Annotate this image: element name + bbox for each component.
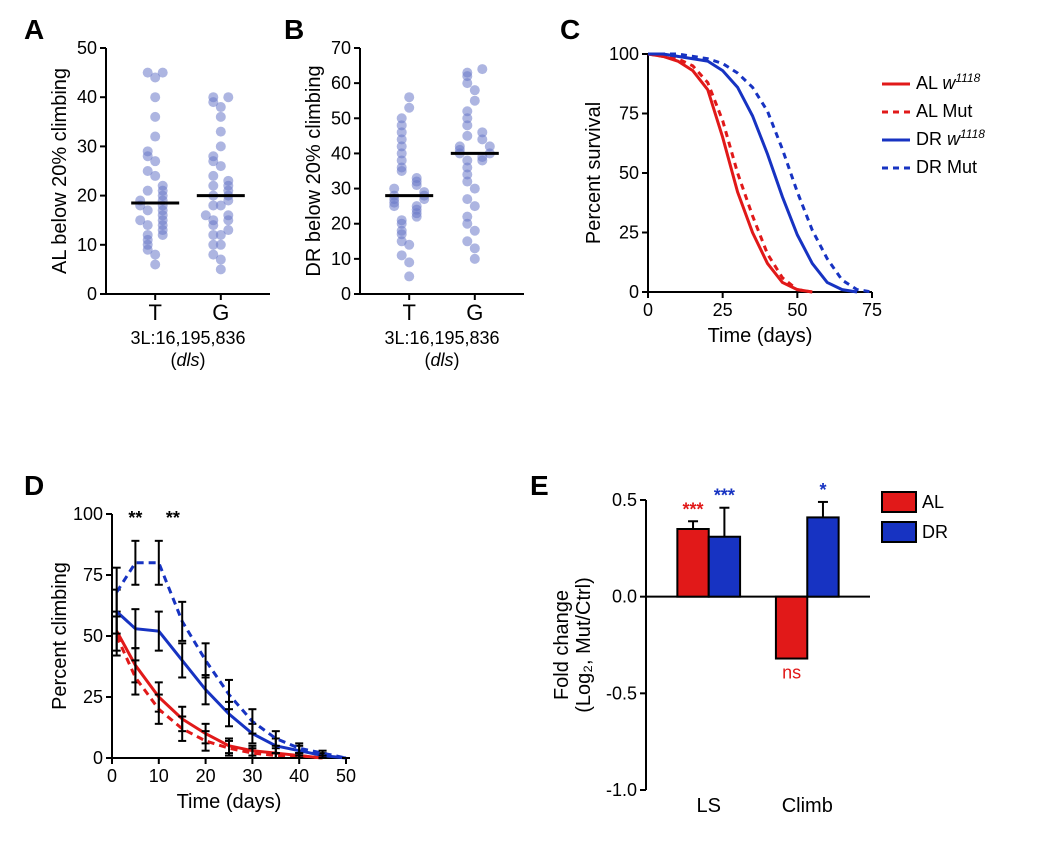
chart-panel-D: 0 25 50 75 100 0 10 20 30 40 50 Percent climbing Tim… — [48, 500, 358, 820]
chart-panel-B: 0 10 20 30 40 50 60 70 DR below 20% climbing T G 3L… — [304, 40, 534, 380]
svg-text:0: 0 — [629, 282, 639, 302]
svg-text:DR below 20% climbing: DR below 20% climbing — [303, 65, 325, 276]
svg-text:40: 40 — [77, 87, 97, 107]
svg-text:AL w1118: AL w1118 — [916, 71, 981, 93]
chart-svg-C: 0 25 50 75 100 0 25 50 75 Percent survival Time (d… — [582, 40, 1022, 350]
svg-text:30: 30 — [242, 766, 262, 786]
svg-text:75: 75 — [619, 104, 639, 124]
svg-text:0.5: 0.5 — [612, 490, 637, 510]
panel-label-E: E — [530, 470, 549, 502]
svg-text:T: T — [148, 300, 161, 325]
svg-text:AL below 20% climbing: AL below 20% climbing — [49, 68, 71, 274]
svg-text:***: *** — [714, 486, 735, 506]
svg-text:3L:16,195,836: 3L:16,195,836 — [384, 328, 499, 348]
svg-text:ns: ns — [782, 663, 801, 683]
svg-text:LS: LS — [696, 795, 720, 817]
chart-svg-A: 0 10 20 30 40 50 AL below 20% climbing T G 3L:16,… — [50, 40, 280, 380]
svg-text:75: 75 — [862, 300, 882, 320]
panel-label-D: D — [24, 470, 44, 502]
svg-text:DR w1118: DR w1118 — [916, 127, 985, 149]
svg-text:50: 50 — [83, 626, 103, 646]
panel-label-B: B — [284, 14, 304, 46]
svg-text:0: 0 — [93, 748, 103, 768]
chart-svg-D: 0 25 50 75 100 0 10 20 30 40 50 Percent climbing Tim… — [48, 500, 358, 820]
svg-text:70: 70 — [331, 38, 351, 58]
svg-text:100: 100 — [609, 44, 639, 64]
svg-text:**: ** — [166, 508, 180, 528]
svg-text:20: 20 — [196, 766, 216, 786]
svg-text:T: T — [402, 300, 415, 325]
svg-text:0: 0 — [643, 300, 653, 320]
svg-text:0.0: 0.0 — [612, 587, 637, 607]
svg-text:60: 60 — [331, 73, 351, 93]
chart-svg-E: -1.0 -0.5 0.0 0.5 Fold change(Log₂, Mut/Ctrl… — [550, 480, 990, 820]
svg-text:50: 50 — [77, 38, 97, 58]
svg-text:40: 40 — [331, 143, 351, 163]
svg-text:(dls): (dls) — [170, 350, 205, 370]
svg-text:-1.0: -1.0 — [606, 780, 637, 800]
svg-text:Time (days): Time (days) — [177, 791, 282, 813]
svg-text:(dls): (dls) — [424, 350, 459, 370]
svg-text:10: 10 — [331, 249, 351, 269]
svg-text:10: 10 — [149, 766, 169, 786]
svg-text:0: 0 — [87, 284, 97, 304]
svg-text:30: 30 — [331, 179, 351, 199]
svg-text:-0.5: -0.5 — [606, 683, 637, 703]
svg-text:20: 20 — [77, 186, 97, 206]
panel-label-C: C — [560, 14, 580, 46]
svg-text:***: *** — [683, 499, 704, 519]
svg-text:25: 25 — [713, 300, 733, 320]
svg-text:40: 40 — [289, 766, 309, 786]
svg-text:Climb: Climb — [782, 795, 833, 817]
chart-panel-A: 0 10 20 30 40 50 AL below 20% climbing T G 3L:16,… — [50, 40, 280, 380]
svg-text:25: 25 — [83, 687, 103, 707]
svg-text:50: 50 — [336, 766, 356, 786]
chart-svg-B: 0 10 20 30 40 50 60 70 DR below 20% climbing T G 3L… — [304, 40, 534, 380]
svg-text:AL: AL — [922, 492, 944, 512]
svg-text:AL Mut: AL Mut — [916, 101, 972, 121]
svg-text:50: 50 — [619, 163, 639, 183]
svg-text:30: 30 — [77, 136, 97, 156]
svg-text:G: G — [466, 300, 483, 325]
svg-text:Percent climbing: Percent climbing — [49, 562, 71, 710]
svg-text:100: 100 — [73, 504, 103, 524]
svg-text:Time (days): Time (days) — [708, 325, 813, 347]
svg-text:20: 20 — [331, 214, 351, 234]
svg-text:10: 10 — [77, 235, 97, 255]
svg-text:(Log₂, Mut/Ctrl): (Log₂, Mut/Ctrl) — [573, 577, 595, 713]
panel-label-A: A — [24, 14, 44, 46]
chart-panel-E: -1.0 -0.5 0.0 0.5 Fold change(Log₂, Mut/Ctrl… — [550, 480, 990, 820]
svg-text:Percent survival: Percent survival — [583, 102, 605, 244]
svg-text:50: 50 — [331, 108, 351, 128]
svg-text:*: * — [819, 480, 826, 500]
svg-text:50: 50 — [787, 300, 807, 320]
svg-text:G: G — [212, 300, 229, 325]
svg-text:3L:16,195,836: 3L:16,195,836 — [130, 328, 245, 348]
chart-panel-C: 0 25 50 75 100 0 25 50 75 Percent survival Time (d… — [582, 40, 1022, 350]
svg-text:DR: DR — [922, 522, 948, 542]
svg-text:**: ** — [128, 508, 142, 528]
svg-text:DR Mut: DR Mut — [916, 157, 977, 177]
svg-text:Fold change: Fold change — [551, 590, 573, 700]
svg-text:0: 0 — [341, 284, 351, 304]
svg-text:0: 0 — [107, 766, 117, 786]
svg-text:25: 25 — [619, 223, 639, 243]
svg-text:75: 75 — [83, 565, 103, 585]
